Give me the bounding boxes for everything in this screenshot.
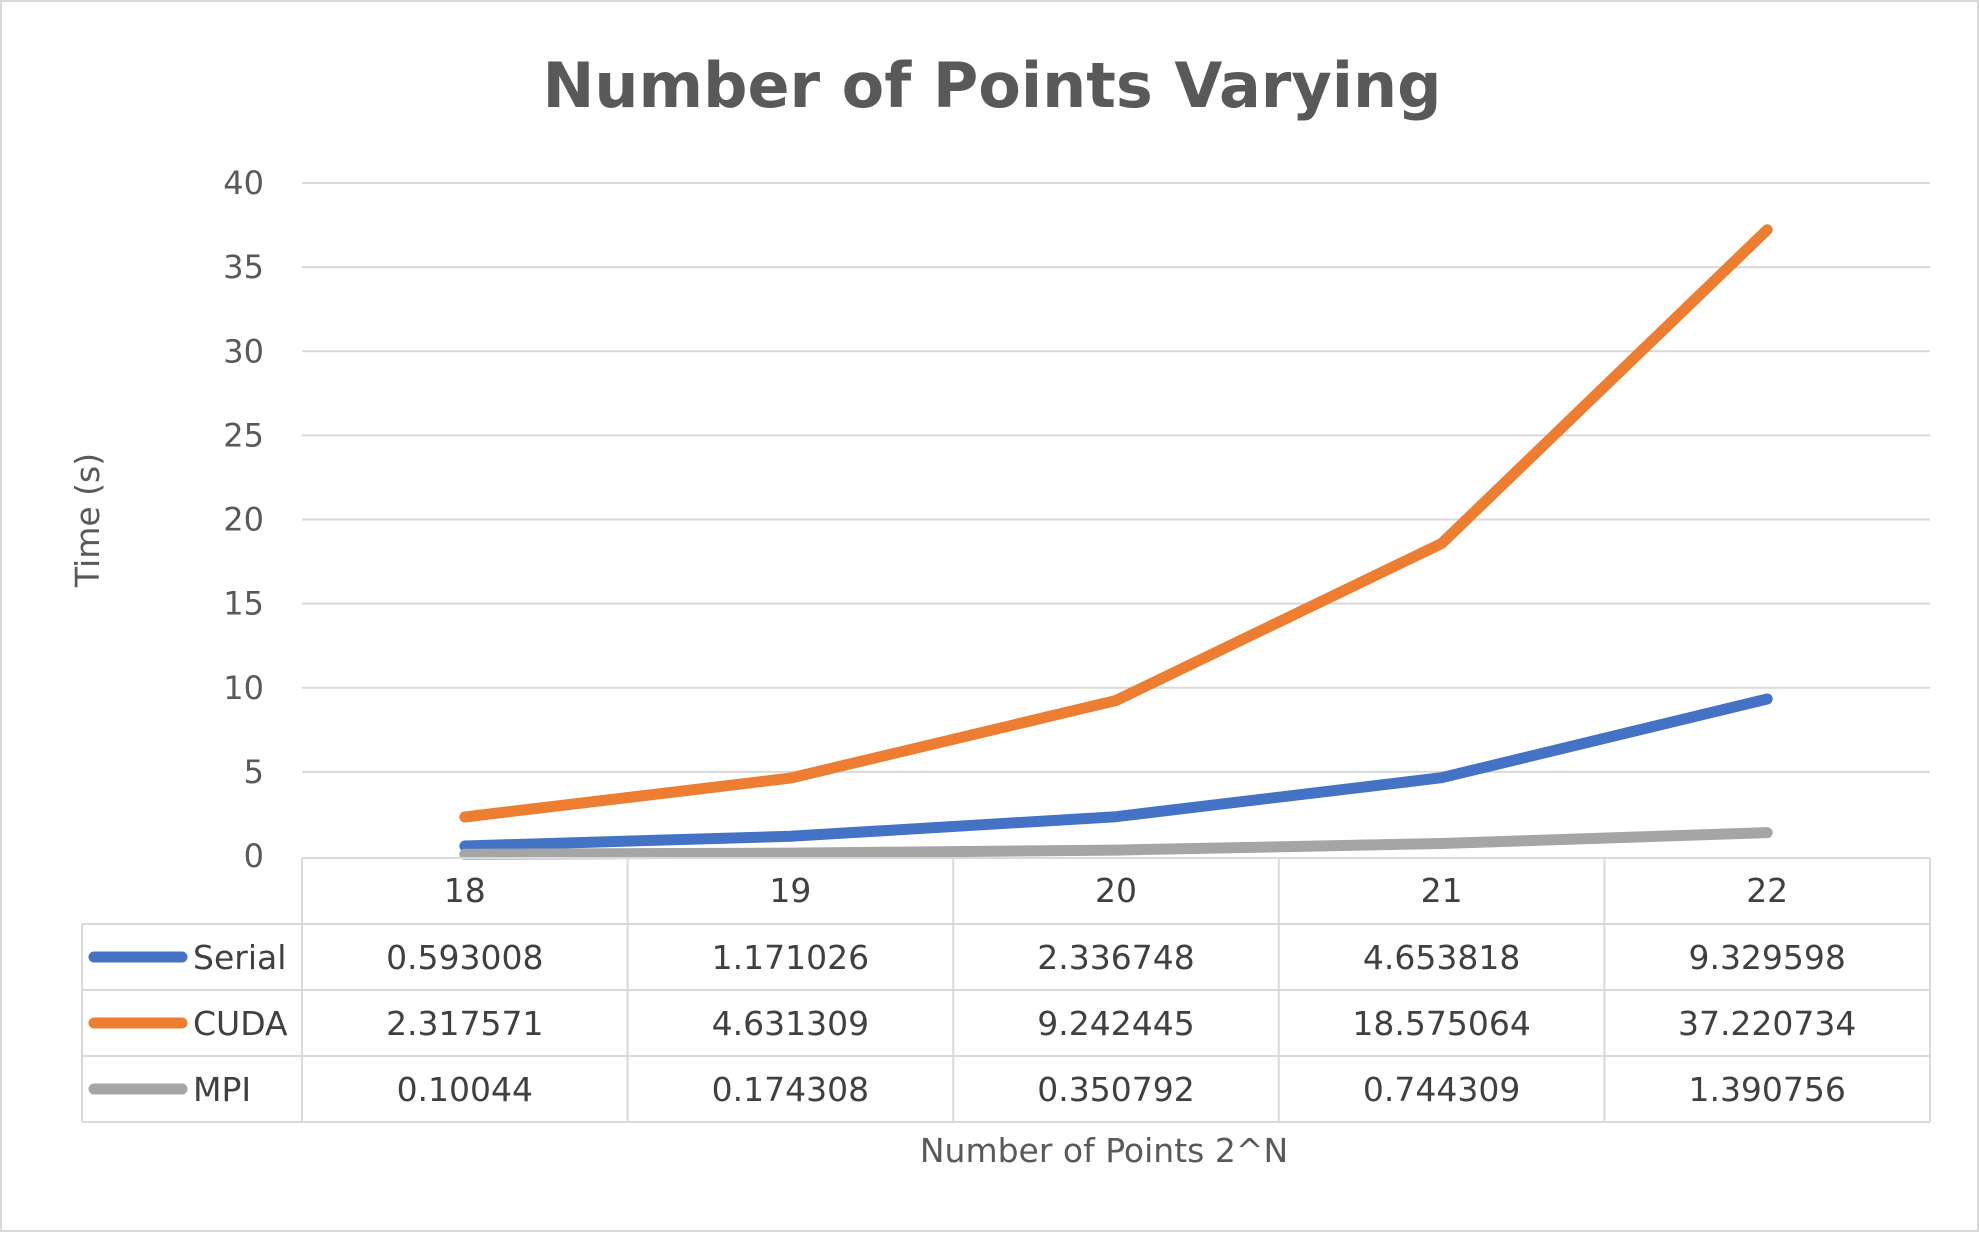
- y-tick-label: 5: [244, 753, 264, 791]
- x-category-label: 22: [1746, 871, 1788, 910]
- data-label: 1.171026: [712, 938, 869, 977]
- series-line-mpi: [459, 827, 1773, 860]
- data-label: 0.593008: [386, 938, 543, 977]
- y-axis-label: Time (s): [68, 453, 107, 588]
- x-category-label: 18: [444, 871, 486, 910]
- x-category-label: 20: [1095, 871, 1137, 910]
- x-axis-label: Number of Points 2^N: [920, 1131, 1288, 1170]
- data-label: 4.631309: [712, 1004, 869, 1043]
- y-tick-label: 0: [244, 837, 264, 875]
- x-category-label: 21: [1421, 871, 1463, 910]
- chart-title: Number of Points Varying: [542, 49, 1441, 122]
- y-axis-tick-labels: 0 5 10 15 20 25 30 35 40: [223, 164, 264, 875]
- data-label: 37.220734: [1678, 1004, 1856, 1043]
- legend-label-cuda: CUDA: [193, 1004, 288, 1043]
- data-label: 1.390756: [1688, 1070, 1845, 1109]
- data-label: 0.10044: [397, 1070, 533, 1109]
- y-tick-label: 25: [223, 416, 264, 454]
- legend-label-serial: Serial: [193, 938, 286, 977]
- data-label: 0.744309: [1363, 1070, 1520, 1109]
- series-line-serial: [459, 693, 1773, 852]
- y-tick-label: 40: [223, 164, 264, 202]
- legend-label-mpi: MPI: [193, 1070, 251, 1109]
- y-tick-label: 20: [223, 501, 264, 539]
- y-tick-label: 10: [223, 669, 264, 707]
- gridlines: [302, 182, 1930, 773]
- x-category-label: 19: [769, 871, 811, 910]
- data-label: 9.242445: [1037, 1004, 1194, 1043]
- data-label: 0.174308: [712, 1070, 869, 1109]
- y-tick-label: 30: [223, 332, 264, 370]
- data-label: 4.653818: [1363, 938, 1520, 977]
- data-label: 9.329598: [1688, 938, 1845, 977]
- data-label: 2.336748: [1037, 938, 1194, 977]
- data-table: 18 19 20 21 22 Serial 0.593008 1.171026 2.336748…: [81, 857, 1931, 1123]
- data-label: 2.317571: [386, 1004, 543, 1043]
- data-label: 0.350792: [1037, 1070, 1194, 1109]
- data-label: 18.575064: [1352, 1004, 1530, 1043]
- series-lines: [459, 224, 1773, 860]
- series-line-cuda: [459, 224, 1773, 823]
- y-tick-label: 35: [223, 248, 264, 286]
- y-tick-label: 15: [223, 585, 264, 623]
